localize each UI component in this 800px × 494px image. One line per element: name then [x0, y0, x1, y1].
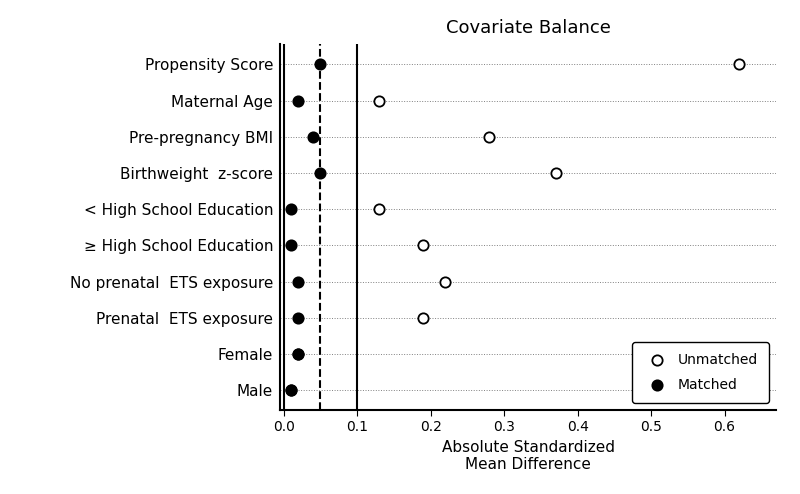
Unmatched: [292, 350, 305, 358]
Unmatched: [285, 386, 298, 394]
Unmatched: [417, 314, 430, 322]
Unmatched: [373, 205, 386, 213]
Matched: [285, 386, 298, 394]
X-axis label: Absolute Standardized
Mean Difference: Absolute Standardized Mean Difference: [442, 440, 614, 472]
Unmatched: [733, 60, 746, 68]
Unmatched: [549, 169, 562, 177]
Title: Covariate Balance: Covariate Balance: [446, 19, 610, 38]
Matched: [292, 278, 305, 286]
Unmatched: [483, 133, 496, 141]
Matched: [292, 350, 305, 358]
Matched: [292, 314, 305, 322]
Matched: [292, 97, 305, 105]
Matched: [314, 169, 327, 177]
Matched: [314, 60, 327, 68]
Matched: [306, 133, 319, 141]
Unmatched: [417, 242, 430, 249]
Unmatched: [439, 278, 452, 286]
Matched: [285, 242, 298, 249]
Unmatched: [373, 97, 386, 105]
Legend: Unmatched, Matched: Unmatched, Matched: [632, 342, 769, 403]
Matched: [285, 205, 298, 213]
